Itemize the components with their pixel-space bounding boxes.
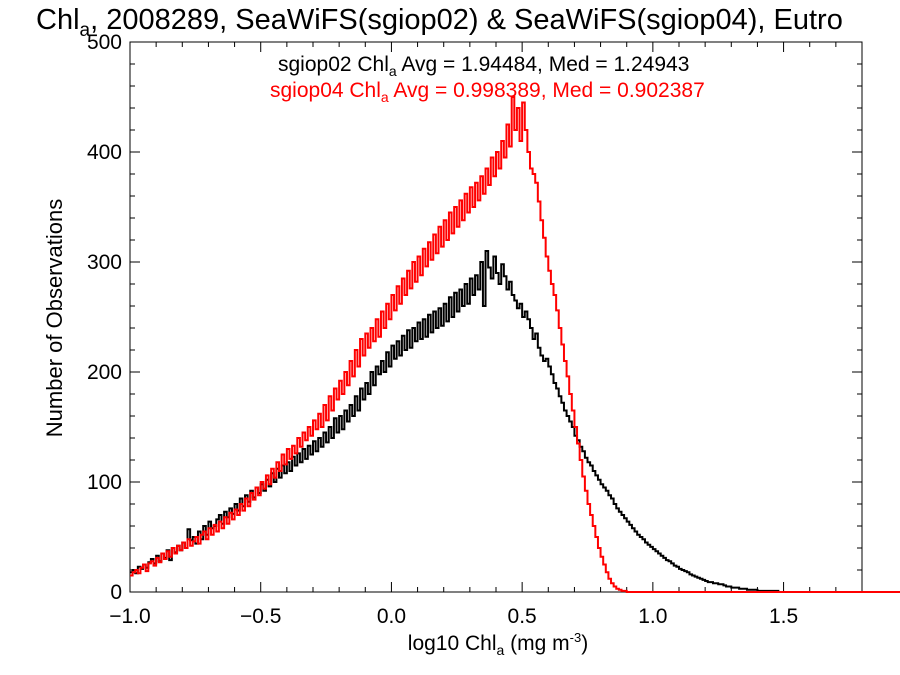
y-tick-label: 100 xyxy=(87,471,122,494)
legend-sgiop02-pre: sgiop02 Chl xyxy=(278,53,389,76)
x-axis-label: log10 Chla (mg m-3) xyxy=(408,630,588,658)
y-tick-label: 400 xyxy=(87,141,122,164)
legend-sgiop04-pre: sgiop04 Chl xyxy=(270,79,381,102)
series-sgiop02-line xyxy=(130,250,900,593)
x-tick-label: −0.5 xyxy=(240,605,281,628)
y-tick-label: 500 xyxy=(87,31,122,54)
x-axis-label-subscript: a xyxy=(497,642,505,658)
x-axis-label-main: log10 Chl xyxy=(408,632,497,655)
legend-sgiop04-sub: a xyxy=(381,89,389,105)
legend-sgiop04-post: Avg = 0.998389, Med = 0.902387 xyxy=(389,79,705,102)
x-tick-label: 1.0 xyxy=(638,605,667,628)
series-sgiop04-line xyxy=(130,96,900,593)
x-axis-label-close: ) xyxy=(581,632,588,655)
axis-ticks xyxy=(129,41,863,593)
y-tick-label: 200 xyxy=(87,361,122,384)
title-rest: , 2008289, SeaWiFS(sgiop02) & SeaWiFS(sg… xyxy=(90,4,843,36)
x-tick-label: −1.0 xyxy=(109,605,150,628)
y-axis-label: Number of Observations xyxy=(42,199,67,437)
chart-title: Chla, 2008289, SeaWiFS(sgiop02) & SeaWiF… xyxy=(36,2,843,49)
legend-sgiop04: sgiop04 Chla Avg = 0.998389, Med = 0.902… xyxy=(270,79,705,105)
y-tick-label: 300 xyxy=(87,251,122,274)
legend-sgiop02-post: Avg = 1.94484, Med = 1.24943 xyxy=(397,53,690,76)
legend-sgiop02: sgiop02 Chla Avg = 1.94484, Med = 1.2494… xyxy=(278,53,689,79)
y-tick-label: 0 xyxy=(110,581,122,604)
x-axis-label-unit: (mg m xyxy=(504,632,569,655)
x-tick-label: 0.0 xyxy=(377,605,406,628)
title-subscript: a xyxy=(79,19,91,41)
x-tick-label: 0.5 xyxy=(508,605,537,628)
title-main: Chl xyxy=(36,4,80,36)
x-tick-label: 1.5 xyxy=(769,605,798,628)
tick-labels: −1.0 −0.5 0.0 0.5 1.0 1.5 0 100 200 300 400 500 xyxy=(87,31,798,628)
legend-sgiop02-sub: a xyxy=(389,63,397,79)
x-axis-label-superscript: -3 xyxy=(570,630,582,645)
series-layer xyxy=(130,96,900,593)
